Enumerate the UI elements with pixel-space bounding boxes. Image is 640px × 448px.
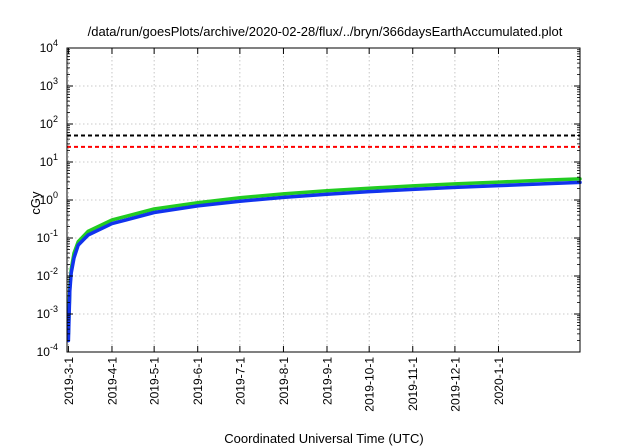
y-tick-label: 104 [40,38,58,55]
chart-title: /data/run/goesPlots/archive/2020-02-28/f… [88,24,563,39]
y-axis-ticks: 10-4 10-3 10-2 10-1 100 101 102 103 104 [37,38,580,359]
y-tick-label: 100 [40,190,58,207]
x-tick-label: 2019-12-1 [448,357,462,412]
x-tick-label: 2019-3-1 [62,357,76,405]
x-tick-label: 2019-8-1 [277,357,291,405]
series-line-2 [66,180,582,343]
x-tick-label: 2019-4-1 [105,357,119,405]
threshold-lines [67,134,580,148]
y-tick-label: 102 [40,114,58,131]
x-tick-label: 2019-9-1 [321,357,335,405]
y-axis-label: cGy [28,191,43,215]
y-tick-label: 103 [40,76,58,93]
x-tick-label: 2019-7-1 [233,357,247,405]
x-axis-label: Coordinated Universal Time (UTC) [224,431,423,446]
x-tick-label: 2019-5-1 [148,357,162,405]
x-tick-label: 2019-6-1 [191,357,205,405]
x-tick-label: 2020-1-1 [492,357,506,405]
x-tick-label: 2019-11-1 [406,357,420,411]
series-line-1 [66,177,582,336]
series-lines [66,177,582,343]
y-tick-label: 10-2 [37,266,58,283]
x-axis-ticks: 2019-3-1 2019-4-1 2019-5-1 2019-6-1 2019-7-1… [62,48,506,412]
y-tick-label: 10-1 [37,228,58,245]
x-tick-label: 2019-10-1 [363,357,377,412]
grid [67,48,580,352]
y-tick-label: 101 [40,152,58,169]
y-tick-label: 10-4 [37,342,58,359]
y-tick-label: 10-3 [37,304,58,321]
